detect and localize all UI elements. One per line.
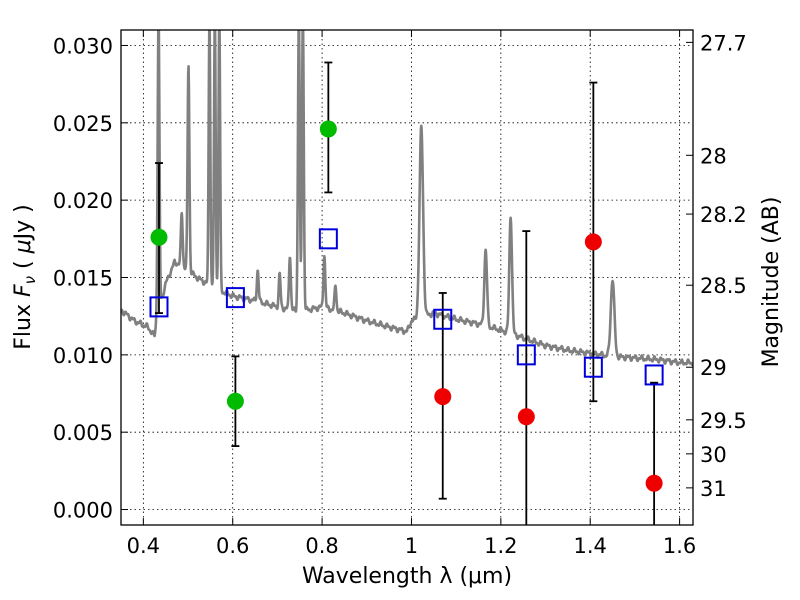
x-axis-ticks: 0.4 0.6 0.8 1 1.2 1.4 1.6 bbox=[127, 30, 696, 558]
right-tick-label: 31 bbox=[700, 477, 727, 501]
data-point-square bbox=[516, 344, 536, 366]
data-point-square bbox=[433, 308, 453, 330]
data-point-circle bbox=[434, 388, 452, 406]
x-tick-label: 1.6 bbox=[663, 534, 696, 558]
data-point-circle bbox=[645, 474, 663, 492]
y-tick-label: 0.000 bbox=[53, 499, 113, 523]
x-tick-label: 1.4 bbox=[574, 534, 607, 558]
right-tick-label: 29 bbox=[700, 356, 727, 380]
data-point-square bbox=[318, 228, 338, 250]
right-tick-label: 28 bbox=[700, 144, 727, 168]
right-axis-ticks: 27.7 28 28.2 28.5 29 29.5 30 31 bbox=[686, 31, 747, 501]
right-tick-label: 27.7 bbox=[700, 31, 747, 55]
y-tick-label: 0.015 bbox=[53, 267, 113, 291]
data-point-circle bbox=[517, 408, 535, 426]
right-tick-label: 29.5 bbox=[700, 409, 747, 433]
right-tick-label: 30 bbox=[700, 443, 727, 467]
y-tick-label: 0.020 bbox=[53, 189, 113, 213]
x-axis-label: Wavelength λ (μm) bbox=[302, 564, 512, 589]
data-markers bbox=[149, 120, 664, 492]
y-tick-label: 0.005 bbox=[53, 421, 113, 445]
data-point-square bbox=[225, 287, 245, 309]
x-tick-label: 0.6 bbox=[216, 534, 249, 558]
data-point-square bbox=[149, 296, 169, 318]
y-tick-label: 0.030 bbox=[53, 34, 113, 58]
right-axis-label: Magnitude (AB) bbox=[759, 197, 784, 368]
y-tick-label: 0.010 bbox=[53, 344, 113, 368]
y-axis-ticks: 0.000 0.005 0.010 0.015 0.020 0.025 0.030 bbox=[53, 34, 128, 523]
right-tick-label: 28.5 bbox=[700, 274, 747, 298]
data-point-circle bbox=[319, 120, 337, 138]
data-point-square bbox=[583, 356, 603, 378]
x-tick-label: 0.4 bbox=[127, 534, 160, 558]
data-point-square bbox=[644, 364, 664, 386]
x-tick-label: 1.2 bbox=[484, 534, 517, 558]
y-tick-label: 0.025 bbox=[53, 112, 113, 136]
data-point-circle bbox=[226, 392, 244, 410]
x-tick-label: 0.8 bbox=[305, 534, 338, 558]
x-tick-label: 1 bbox=[405, 534, 418, 558]
y-axis-label: Flux Fν ( μJy ) bbox=[11, 204, 39, 349]
data-point-circle bbox=[584, 233, 602, 251]
right-tick-label: 28.2 bbox=[700, 203, 747, 227]
data-point-circle bbox=[150, 228, 168, 246]
